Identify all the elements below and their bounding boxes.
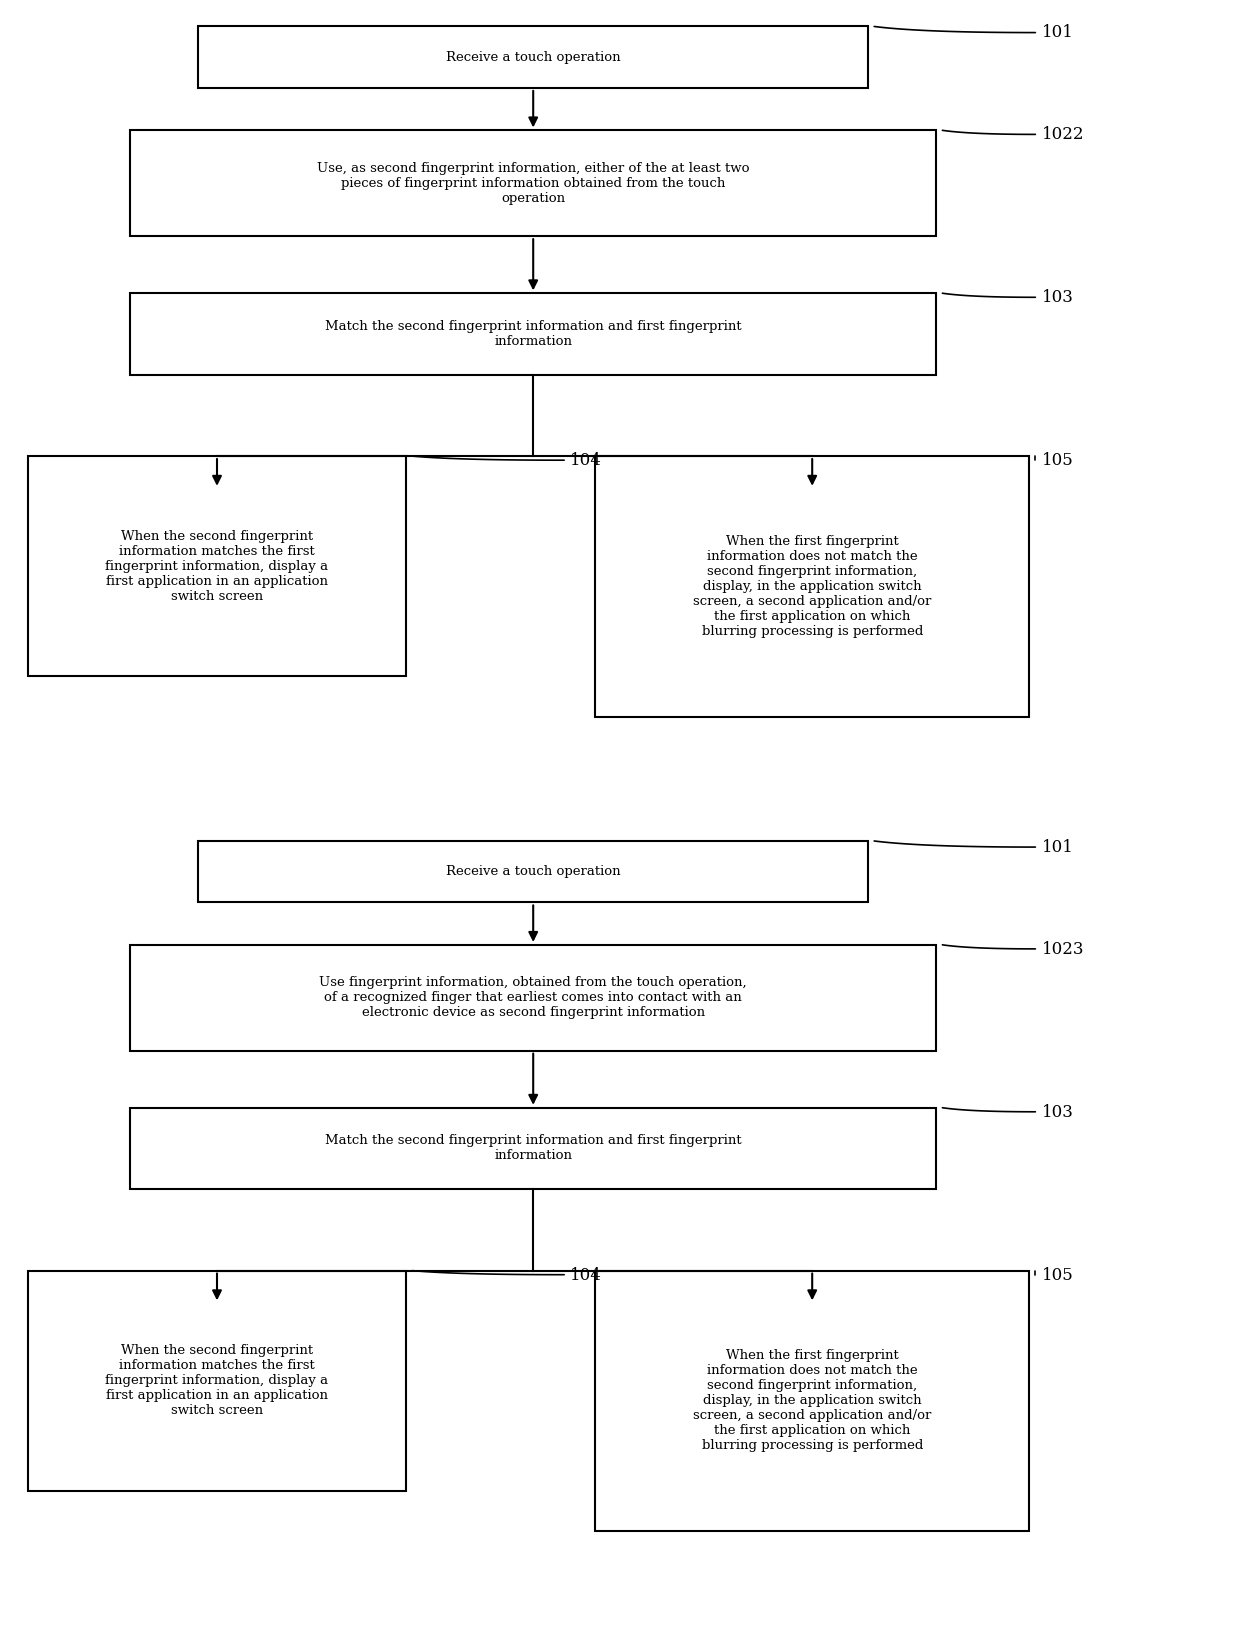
FancyBboxPatch shape [198, 841, 868, 902]
Text: When the second fingerprint
information matches the first
fingerprint informatio: When the second fingerprint information … [105, 529, 329, 603]
Text: When the second fingerprint
information matches the first
fingerprint informatio: When the second fingerprint information … [105, 1344, 329, 1417]
Text: 1023: 1023 [1042, 942, 1084, 958]
Text: 105: 105 [1042, 1267, 1074, 1284]
Text: 104: 104 [570, 1267, 603, 1284]
Text: 1022: 1022 [1042, 127, 1084, 143]
Text: FIG. 4B: FIG. 4B [492, 854, 574, 873]
FancyBboxPatch shape [130, 1108, 936, 1189]
Text: 103: 103 [1042, 1104, 1074, 1121]
Text: Match the second fingerprint information and first fingerprint
information: Match the second fingerprint information… [325, 319, 742, 349]
Text: 101: 101 [1042, 24, 1074, 41]
Text: 104: 104 [570, 453, 603, 469]
Text: Receive a touch operation: Receive a touch operation [446, 865, 620, 878]
Text: 105: 105 [1042, 453, 1074, 469]
FancyBboxPatch shape [198, 26, 868, 88]
Text: Use, as second fingerprint information, either of the at least two
pieces of fin: Use, as second fingerprint information, … [317, 161, 749, 205]
FancyBboxPatch shape [27, 1271, 407, 1491]
FancyBboxPatch shape [27, 456, 407, 676]
Text: 101: 101 [1042, 839, 1074, 855]
Text: When the first fingerprint
information does not match the
second fingerprint inf: When the first fingerprint information d… [693, 1349, 931, 1453]
Text: When the first fingerprint
information does not match the
second fingerprint inf: When the first fingerprint information d… [693, 534, 931, 639]
Text: Match the second fingerprint information and first fingerprint
information: Match the second fingerprint information… [325, 1134, 742, 1163]
FancyBboxPatch shape [130, 130, 936, 236]
FancyBboxPatch shape [130, 293, 936, 375]
Text: Use fingerprint information, obtained from the touch operation,
of a recognized : Use fingerprint information, obtained fr… [320, 976, 746, 1020]
Text: 103: 103 [1042, 290, 1074, 306]
FancyBboxPatch shape [595, 1271, 1029, 1531]
Text: Receive a touch operation: Receive a touch operation [446, 50, 620, 64]
FancyBboxPatch shape [130, 945, 936, 1051]
FancyBboxPatch shape [595, 456, 1029, 717]
